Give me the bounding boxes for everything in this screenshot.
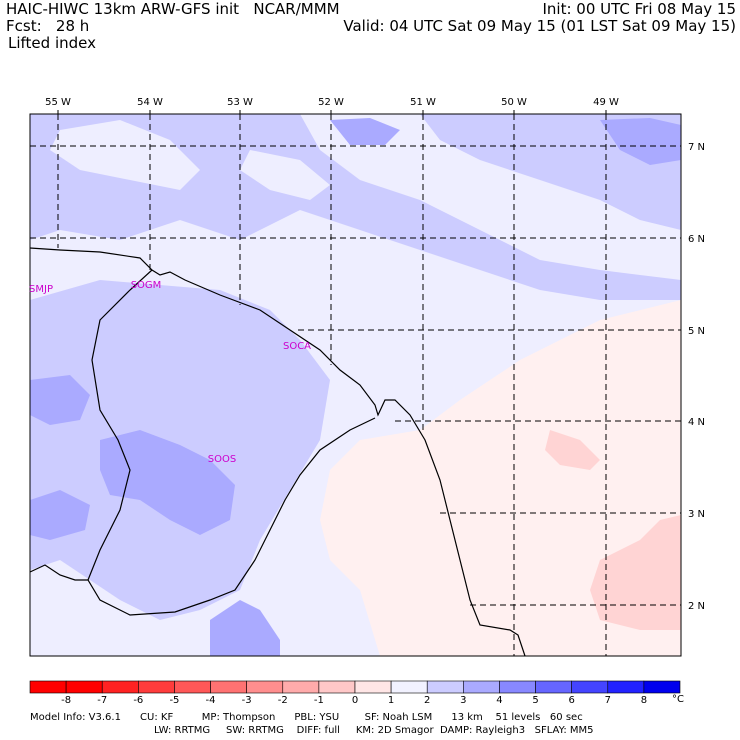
colorbar-box	[318, 680, 356, 694]
colorbar-box	[29, 680, 67, 694]
colorbar-tick-label: -4	[205, 695, 216, 706]
model-info-line1: Model Info: V3.6.1 CU: KF MP: Thompson P…	[30, 712, 583, 723]
colorbar-box	[246, 680, 284, 694]
field-name: Lifted index	[8, 34, 96, 52]
colorbar-box	[282, 680, 320, 694]
station-sogm: SOGM	[131, 280, 162, 291]
model-info-line2: LW: RRTMG SW: RRTMG DIFF: full KM: 2D Sm…	[154, 725, 594, 736]
station-smjp: SMJP	[29, 284, 53, 295]
colorbar-box	[643, 680, 681, 694]
shaded-field	[30, 114, 681, 656]
colorbar-box	[354, 680, 392, 694]
field-region-minus1-to-minus2-b	[545, 430, 600, 470]
lat-label: 4 N	[688, 417, 705, 428]
field-region-0-to-minus1	[320, 300, 681, 656]
field-region-1-2-north	[30, 114, 681, 300]
station-soos: SOOS	[208, 454, 236, 465]
field-region-2-3-center	[100, 430, 235, 535]
lat-lon-grid	[30, 114, 681, 656]
field-region-2-3-south	[210, 600, 280, 656]
colorbar-unit: °C	[672, 694, 684, 705]
field-region-2-3-ne	[600, 118, 681, 165]
lon-label: 51 W	[410, 97, 436, 108]
lon-label: 49 W	[593, 97, 619, 108]
colorbar-box	[65, 680, 103, 694]
border-brazil	[29, 417, 376, 616]
valid-time: Valid: 04 UTC Sat 09 May 15 (01 LST Sat …	[343, 17, 736, 35]
border-suriname-french-guiana	[87, 269, 153, 581]
colorbar-tick-label: 7	[604, 695, 611, 706]
lat-label: 6 N	[688, 234, 705, 245]
field-gap-ne	[455, 190, 560, 240]
colorbar-tick-label: 5	[532, 695, 539, 706]
colorbar-tick-label: 4	[496, 695, 503, 706]
model-title: HAIC-HIWC 13km ARW-GFS init NCAR/MMM	[6, 0, 340, 18]
field-region-2-3-west	[30, 375, 90, 425]
coastline	[29, 247, 526, 657]
colorbar-box	[390, 680, 428, 694]
top-ticks	[57, 110, 607, 114]
lat-label: 3 N	[688, 509, 705, 520]
colorbar-tick-label: -5	[169, 695, 180, 706]
init-time: Init: 00 UTC Fri 08 May 15	[542, 0, 736, 18]
colorbar-box	[607, 680, 645, 694]
colorbar-tick-label: -8	[61, 695, 72, 706]
coastline-borders	[29, 247, 526, 657]
colorbar-box	[463, 680, 500, 694]
colorbar-tick-label: 8	[640, 695, 648, 706]
colorbar-box	[426, 680, 464, 694]
lat-label: 2 N	[688, 601, 705, 612]
lat-label: 7 N	[688, 142, 705, 153]
field-gap-nw	[50, 120, 200, 190]
colorbar-tick-label: -6	[133, 695, 144, 706]
lat-label: 5 N	[688, 326, 705, 337]
map-frame	[29, 113, 682, 657]
field-gap-n	[240, 150, 330, 200]
colorbar-box	[101, 680, 139, 694]
station-soca: SOCA	[283, 341, 311, 352]
field-region-minus1-to-minus2	[590, 515, 681, 630]
colorbar-box	[210, 680, 247, 694]
lon-label: 54 W	[137, 97, 163, 108]
colorbar-tick-label: 2	[424, 695, 431, 706]
colorbar-tick-label: -2	[277, 695, 288, 706]
colorbar-tick-label: -1	[313, 695, 324, 706]
lon-label: 53 W	[227, 97, 253, 108]
field-region-2-3-n	[330, 118, 400, 145]
forecast-hour: Fcst: 28 h	[6, 17, 90, 35]
colorbar	[29, 680, 681, 694]
colorbar-box	[174, 680, 211, 694]
field-region-2-3-sw	[30, 490, 90, 540]
colorbar-tick-label: -3	[241, 695, 252, 706]
colorbar-tick-label: -7	[97, 695, 108, 706]
lon-label: 52 W	[318, 97, 344, 108]
colorbar-box	[499, 680, 536, 694]
lon-label: 50 W	[501, 97, 527, 108]
colorbar-tick-label: 1	[387, 695, 395, 706]
colorbar-tick-label: 3	[460, 695, 467, 706]
colorbar-box	[138, 680, 175, 694]
lon-label: 55 W	[45, 97, 71, 108]
colorbar-tick-label: 0	[351, 695, 359, 706]
colorbar-box	[535, 680, 572, 694]
colorbar-box	[571, 680, 609, 694]
colorbar-tick-label: 6	[568, 695, 575, 706]
